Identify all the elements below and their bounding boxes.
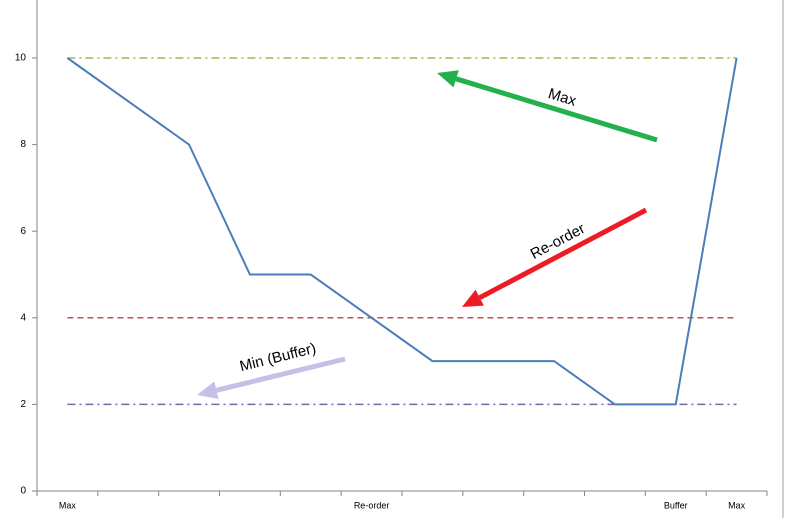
y-tick-label: 2 (20, 399, 26, 410)
x-tick-label: Buffer (664, 500, 688, 510)
y-tick-label: 6 (20, 226, 26, 237)
annotation-arrow-shaft (478, 207, 648, 300)
x-tick-label: Max (728, 500, 746, 510)
y-tick-label: 10 (15, 53, 27, 64)
annotation-arrow-head (462, 289, 484, 307)
x-tick-label: Re-order (354, 500, 390, 510)
annotation-arrow-shaft (215, 356, 346, 393)
y-tick-label: 0 (20, 486, 26, 497)
annotation-arrow-head (197, 381, 219, 400)
y-tick-label: 8 (20, 139, 26, 150)
annotation-arrow-head (437, 70, 459, 88)
x-tick-label: Max (59, 500, 77, 510)
annotation-arrow-shaft (455, 76, 658, 143)
series-line (66, 57, 738, 406)
y-tick-label: 4 (20, 312, 26, 323)
